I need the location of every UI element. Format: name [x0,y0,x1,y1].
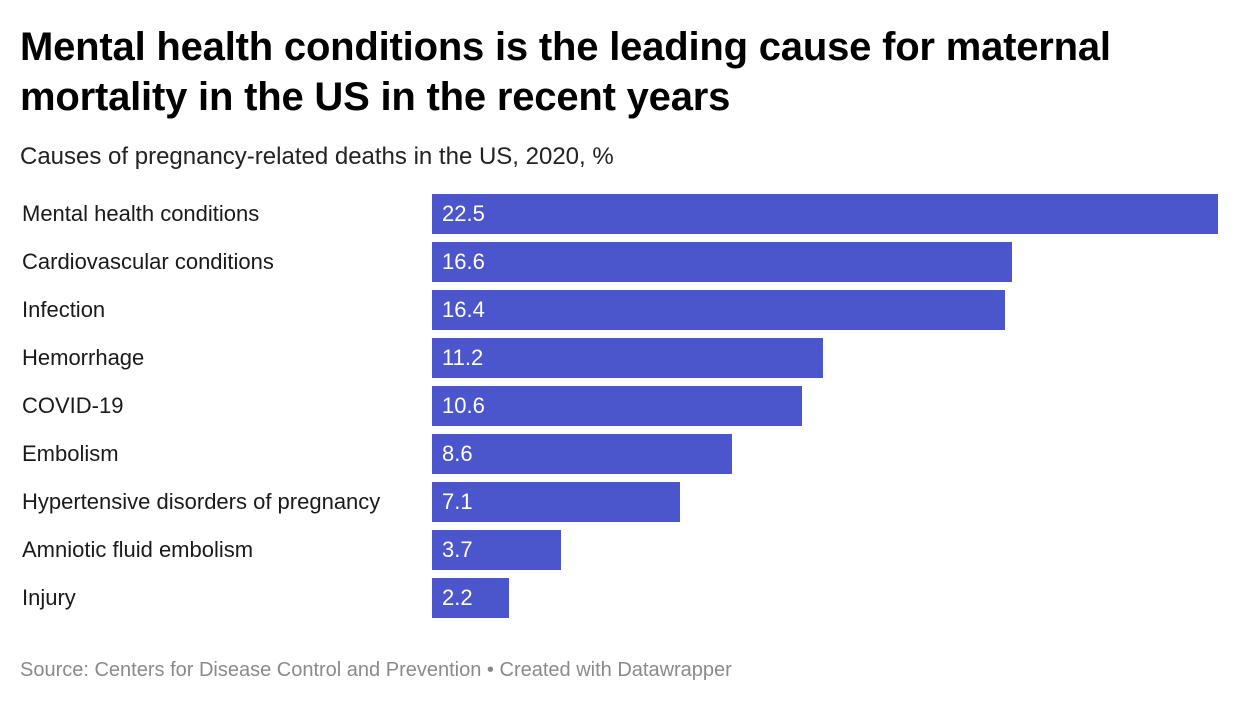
bar-value-label: 16.6 [442,249,485,274]
bar [432,386,802,426]
category-label: Cardiovascular conditions [22,249,274,274]
bar-value-label: 10.6 [442,393,485,418]
bar-value-label: 22.5 [442,201,485,226]
bar [432,194,1218,234]
bar-value-label: 11.2 [442,345,484,370]
bar-value-label: 8.6 [442,441,473,466]
bar-value-label: 2.2 [442,585,473,610]
bar [432,530,561,570]
chart-subtitle: Causes of pregnancy-related deaths in th… [20,143,614,170]
category-label: Infection [22,297,106,322]
bar [432,290,1005,330]
chart-title: Mental health conditions is the leading … [20,25,1111,119]
bar-value-label: 16.4 [442,297,485,322]
footer-separator: • [486,659,494,681]
bar-value-label: 7.1 [442,489,473,514]
bar [432,578,509,618]
category-label: Embolism [22,441,119,466]
category-label: Injury [22,585,76,610]
category-label: Amniotic fluid embolism [22,537,254,562]
category-label: Mental health conditions [22,201,260,226]
bar [432,338,823,378]
category-label: COVID-19 [22,393,124,418]
category-label: Hypertensive disorders of pregnancy [22,489,381,514]
bar-value-label: 3.7 [442,537,473,562]
chart-footer: Source: Centers for Disease Control and … [20,656,732,684]
datawrapper-credit[interactable]: Created with Datawrapper [499,659,732,681]
source-note: Source: Centers for Disease Control and … [20,659,482,681]
category-label: Hemorrhage [22,345,145,370]
bar [432,434,732,474]
bar [432,482,680,522]
bar [432,242,1012,282]
